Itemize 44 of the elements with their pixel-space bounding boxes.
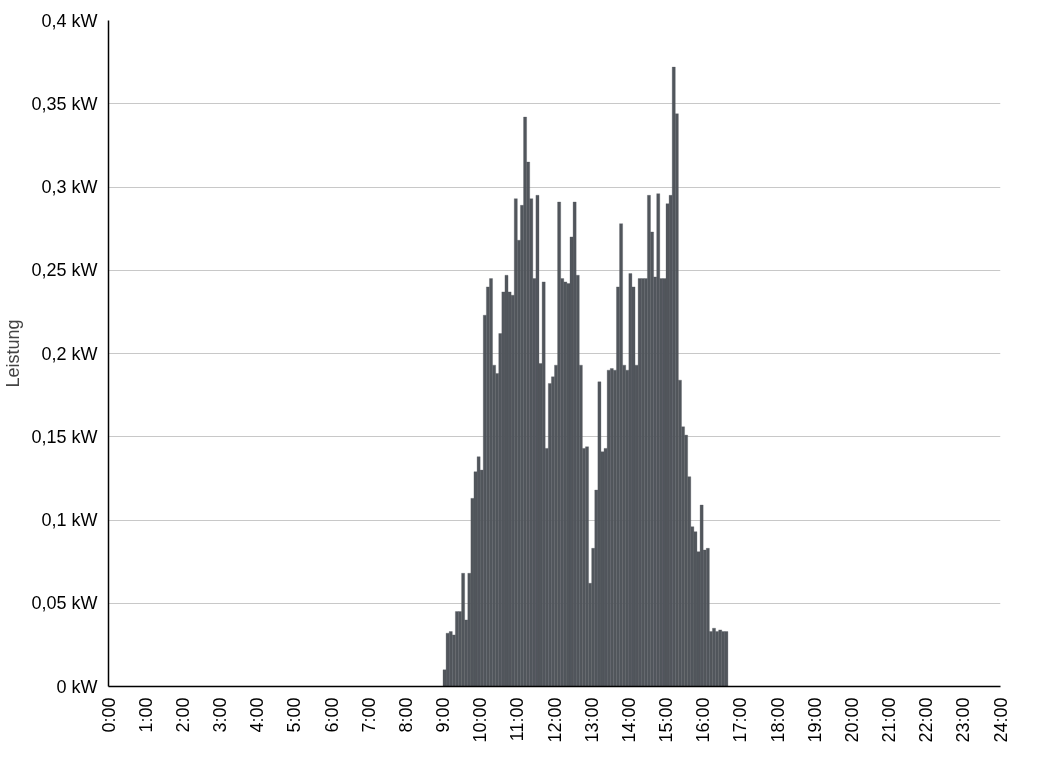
x-tick-label: 2:00 [172, 697, 193, 733]
x-tick-label: 22:00 [916, 697, 937, 743]
x-tick-label: 0:00 [98, 697, 119, 733]
bar [445, 633, 450, 687]
x-tick-label: 4:00 [247, 697, 268, 733]
x-tick-label: 3:00 [210, 697, 230, 733]
x-tick-label: 1:00 [135, 697, 156, 733]
x-tick-label: 9:00 [433, 697, 453, 733]
y-tick-label: 0,25 kW [31, 260, 98, 281]
y-axis-title: Leistung [3, 319, 24, 388]
bar [557, 201, 561, 687]
bar [628, 273, 633, 687]
x-tick-label: 13:00 [581, 697, 602, 743]
bar [504, 275, 509, 687]
x-tick-label: 7:00 [358, 697, 379, 733]
bar [476, 456, 481, 687]
bar [724, 631, 729, 687]
x-tick-label: 10:00 [470, 697, 491, 743]
x-tick-label: 23:00 [953, 697, 974, 743]
x-tick-label: 21:00 [879, 697, 899, 743]
y-tick-label: 0,15 kW [31, 426, 98, 447]
y-tick-label: 0,35 kW [31, 93, 98, 114]
x-tick-label: 18:00 [767, 697, 788, 743]
x-tick-label: 16:00 [693, 697, 714, 743]
x-tick-label: 24:00 [990, 697, 1011, 743]
x-tick-label: 6:00 [321, 697, 342, 733]
bar [572, 201, 577, 687]
x-tick-label: 12:00 [544, 697, 565, 743]
x-tick-label: 19:00 [804, 697, 825, 743]
y-tick-label: 0,1 kW [41, 510, 98, 530]
y-tick-label: 0,4 kW [41, 10, 98, 31]
y-tick-label: 0,2 kW [41, 343, 98, 364]
x-tick-label: 17:00 [730, 697, 751, 743]
y-tick-label: 0 kW [56, 676, 98, 697]
bar [461, 573, 465, 687]
y-tick-label: 0,05 kW [31, 593, 98, 614]
x-tick-label: 5:00 [284, 697, 305, 733]
x-tick-label: 8:00 [395, 697, 416, 733]
bar [619, 223, 623, 687]
x-tick-label: 15:00 [656, 697, 676, 743]
x-tick-label: 11:00 [507, 697, 528, 742]
x-tick-label: 14:00 [618, 697, 639, 743]
y-tick-label: 0,3 kW [41, 177, 98, 197]
x-tick-label: 20:00 [841, 697, 862, 743]
